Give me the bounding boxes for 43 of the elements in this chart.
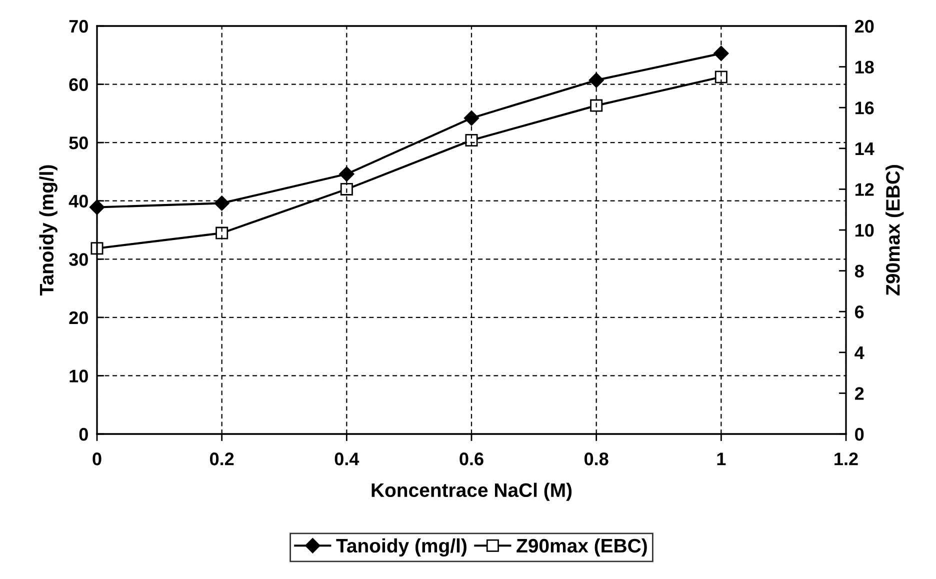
y2-tick-label: 4 [854,346,864,359]
point [714,46,729,61]
x-tick-label: 0.8 [584,452,608,466]
legend-label: Tanoidy (mg/l) [336,538,466,557]
y2-axis-title: Z90max (EBC) [886,165,904,296]
x-tick-label: 0.6 [460,452,484,466]
point [90,242,104,255]
point [340,182,353,196]
y-tick-label: 50 [69,136,88,150]
point [339,166,354,182]
y-tick-label: 60 [69,78,88,92]
point [465,134,478,146]
point [590,99,603,112]
y2-tick-label: 10 [855,224,874,237]
y2-tick-label: 16 [855,102,874,114]
y2-tick-label: 18 [855,60,874,74]
y2-tick-label: 14 [855,142,874,155]
point [464,110,480,126]
point [89,200,105,215]
x-tick-label: 1 [717,452,726,466]
y2-tick-label: 20 [854,20,874,33]
y-tick-label: 40 [68,194,88,208]
y-axis-title: Tanoidy (mg/l) [39,165,58,296]
legend-label: Z90max (EBC) [516,538,647,556]
x-tick-label: 0.2 [210,452,234,466]
x-tick-label: 0.4 [334,452,360,466]
y2-tick-label: 8 [854,264,864,278]
y-tick-label: 0 [79,428,88,441]
x-tick-label: 0 [92,452,102,466]
point [214,196,230,211]
y-tick-label: 70 [69,20,88,33]
x-tick-label: 1.2 [834,452,858,466]
y2-tick-label: 2 [854,387,864,400]
point [216,226,228,240]
y2-tick-label: 0 [855,428,864,441]
y2-tick-label: 6 [854,306,864,318]
x-axis-title: Koncentrace NaCl (M) [372,482,572,501]
y-tick-label: 30 [69,253,88,266]
point [588,72,604,88]
point [714,70,728,84]
y-tick-label: 20 [69,311,88,324]
y-tick-label: 10 [70,370,88,382]
y2-tick-label: 12 [855,183,874,196]
